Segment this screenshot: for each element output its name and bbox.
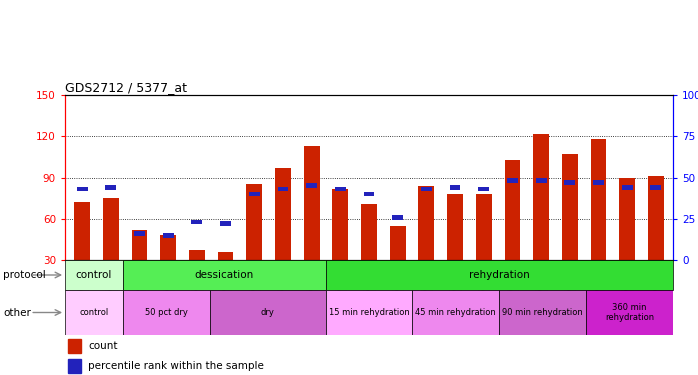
Bar: [77, 187, 88, 192]
Text: control: control: [80, 308, 109, 317]
Bar: [476, 194, 491, 301]
Bar: [246, 184, 262, 301]
Bar: [65, 290, 123, 335]
Text: dry: dry: [261, 308, 274, 317]
Bar: [364, 192, 374, 196]
Bar: [278, 187, 288, 192]
Bar: [304, 146, 320, 301]
Bar: [447, 194, 463, 301]
Bar: [413, 290, 499, 335]
Bar: [306, 183, 317, 188]
Bar: [533, 134, 549, 301]
Bar: [332, 189, 348, 301]
Bar: [591, 139, 607, 301]
Bar: [275, 168, 291, 301]
Text: protocol: protocol: [3, 270, 46, 280]
Bar: [535, 178, 547, 183]
Bar: [507, 178, 518, 183]
Bar: [586, 290, 673, 335]
Bar: [335, 187, 346, 192]
Bar: [189, 251, 205, 301]
Bar: [65, 260, 123, 290]
Bar: [123, 290, 210, 335]
Text: control: control: [76, 270, 112, 280]
Bar: [132, 230, 147, 301]
Bar: [248, 192, 260, 196]
Bar: [622, 185, 632, 190]
Text: dessication: dessication: [195, 270, 254, 280]
Bar: [619, 177, 635, 301]
Bar: [389, 226, 406, 301]
Bar: [325, 290, 413, 335]
Bar: [191, 220, 202, 225]
Bar: [218, 252, 234, 301]
Text: 15 min rehydration: 15 min rehydration: [329, 308, 409, 317]
Bar: [392, 215, 403, 219]
Bar: [499, 290, 586, 335]
Text: percentile rank within the sample: percentile rank within the sample: [88, 361, 264, 371]
Bar: [361, 204, 377, 301]
Bar: [220, 221, 231, 226]
Bar: [325, 260, 673, 290]
Bar: [68, 359, 82, 373]
Text: 360 min
rehydration: 360 min rehydration: [605, 303, 654, 322]
Bar: [419, 186, 434, 301]
Text: GDS2712 / 5377_at: GDS2712 / 5377_at: [65, 81, 187, 94]
Bar: [105, 185, 117, 190]
Bar: [161, 235, 176, 301]
Bar: [103, 198, 119, 301]
Text: rehydration: rehydration: [469, 270, 530, 280]
Bar: [648, 176, 664, 301]
Bar: [210, 290, 325, 335]
Text: 50 pct dry: 50 pct dry: [145, 308, 188, 317]
Bar: [562, 154, 578, 301]
Bar: [651, 185, 661, 190]
Bar: [505, 160, 520, 301]
Bar: [564, 180, 575, 185]
Bar: [163, 233, 174, 238]
Text: 90 min rehydration: 90 min rehydration: [503, 308, 583, 317]
Bar: [593, 180, 604, 185]
Bar: [74, 202, 90, 301]
Bar: [450, 185, 461, 190]
Bar: [134, 231, 145, 236]
Text: 45 min rehydration: 45 min rehydration: [415, 308, 496, 317]
Bar: [68, 339, 82, 353]
Text: count: count: [88, 341, 117, 351]
Text: other: other: [3, 308, 31, 318]
Bar: [123, 260, 325, 290]
Bar: [421, 187, 432, 192]
Bar: [478, 187, 489, 192]
